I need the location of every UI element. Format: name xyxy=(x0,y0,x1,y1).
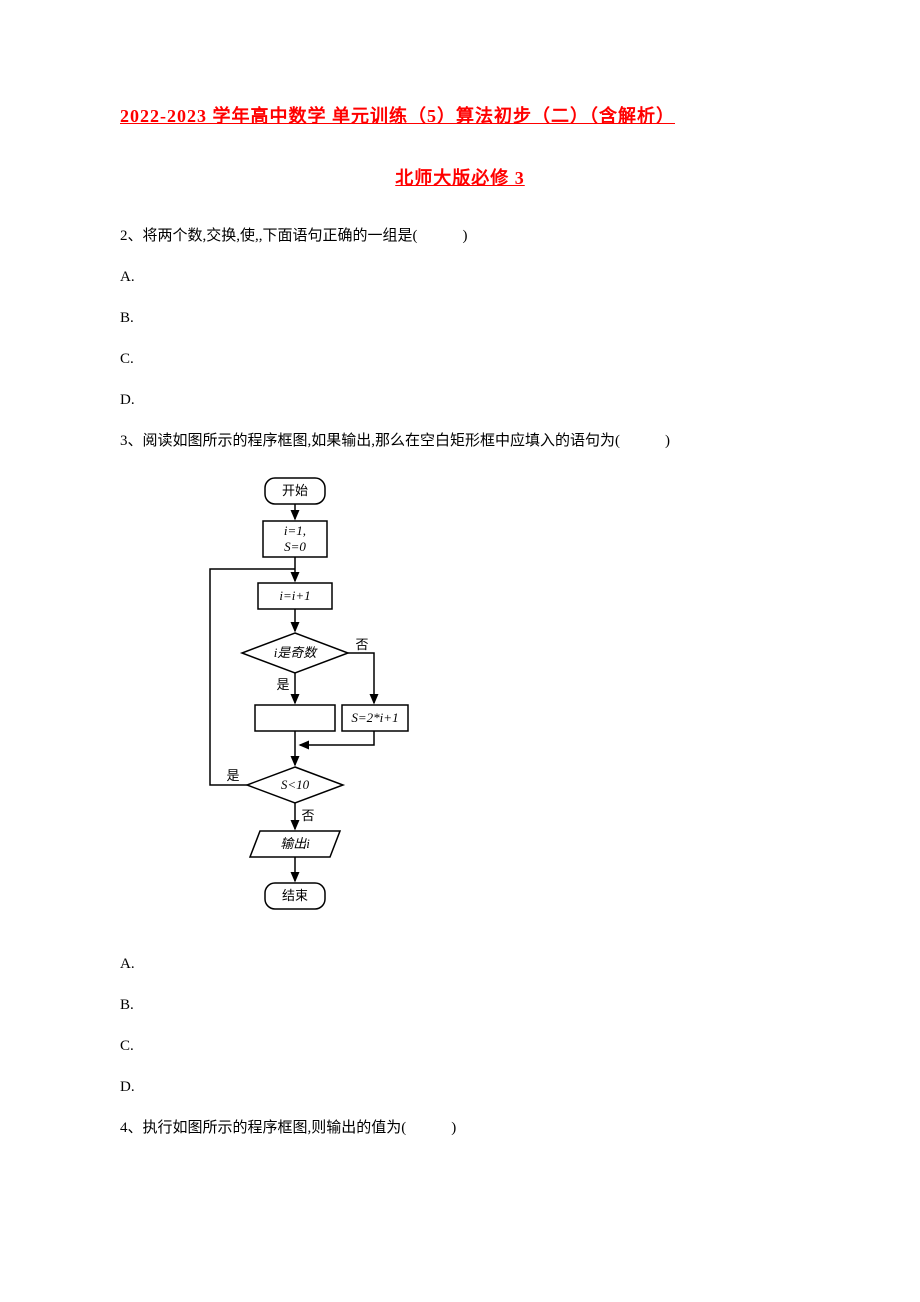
flowchart-diagram: 开始 i=1, S=0 i=i+1 i是奇数 否 是 S=2*i+1 xyxy=(180,473,420,933)
flowchart-loopcheck-label: S<10 xyxy=(281,777,310,792)
question-4: 4、执行如图所示的程序框图,则输出的值为( ) xyxy=(120,1112,800,1145)
question-2-option-a: A. xyxy=(120,261,800,294)
question-3-option-d: D. xyxy=(120,1071,800,1104)
flowchart-increment-label: i=i+1 xyxy=(279,588,310,603)
flowchart-start-label: 开始 xyxy=(282,483,308,498)
question-2: 2、将两个数,交换,使,,下面语句正确的一组是( ) xyxy=(120,220,800,253)
flowchart-no-label-2: 否 xyxy=(301,808,314,823)
question-2-option-c: C. xyxy=(120,343,800,376)
question-3-option-c: C. xyxy=(120,1030,800,1063)
flowchart-yes-label-1: 是 xyxy=(276,677,289,692)
flowchart-end-label: 结束 xyxy=(282,888,308,903)
subtitle: 北师大版必修 3 xyxy=(120,162,800,194)
question-3-option-a: A. xyxy=(120,948,800,981)
question-3-option-b: B. xyxy=(120,989,800,1022)
flowchart-init-label2: S=0 xyxy=(284,539,306,554)
question-2-option-d: D. xyxy=(120,384,800,417)
flowchart-no-label-1: 否 xyxy=(355,637,368,652)
flowchart-output-label: 输出i xyxy=(280,836,310,851)
question-3: 3、阅读如图所示的程序框图,如果输出,那么在空白矩形框中应填入的语句为( ) xyxy=(120,425,800,458)
flowchart-assign-label: S=2*i+1 xyxy=(351,710,398,725)
flowchart-init-label1: i=1, xyxy=(284,523,306,538)
question-2-option-b: B. xyxy=(120,302,800,335)
flowchart-yes-label-2: 是 xyxy=(226,768,239,783)
flowchart-oddcheck-label: i是奇数 xyxy=(274,645,319,660)
main-title: 2022-2023 学年高中数学 单元训练（5）算法初步（二）（含解析） xyxy=(120,100,800,132)
